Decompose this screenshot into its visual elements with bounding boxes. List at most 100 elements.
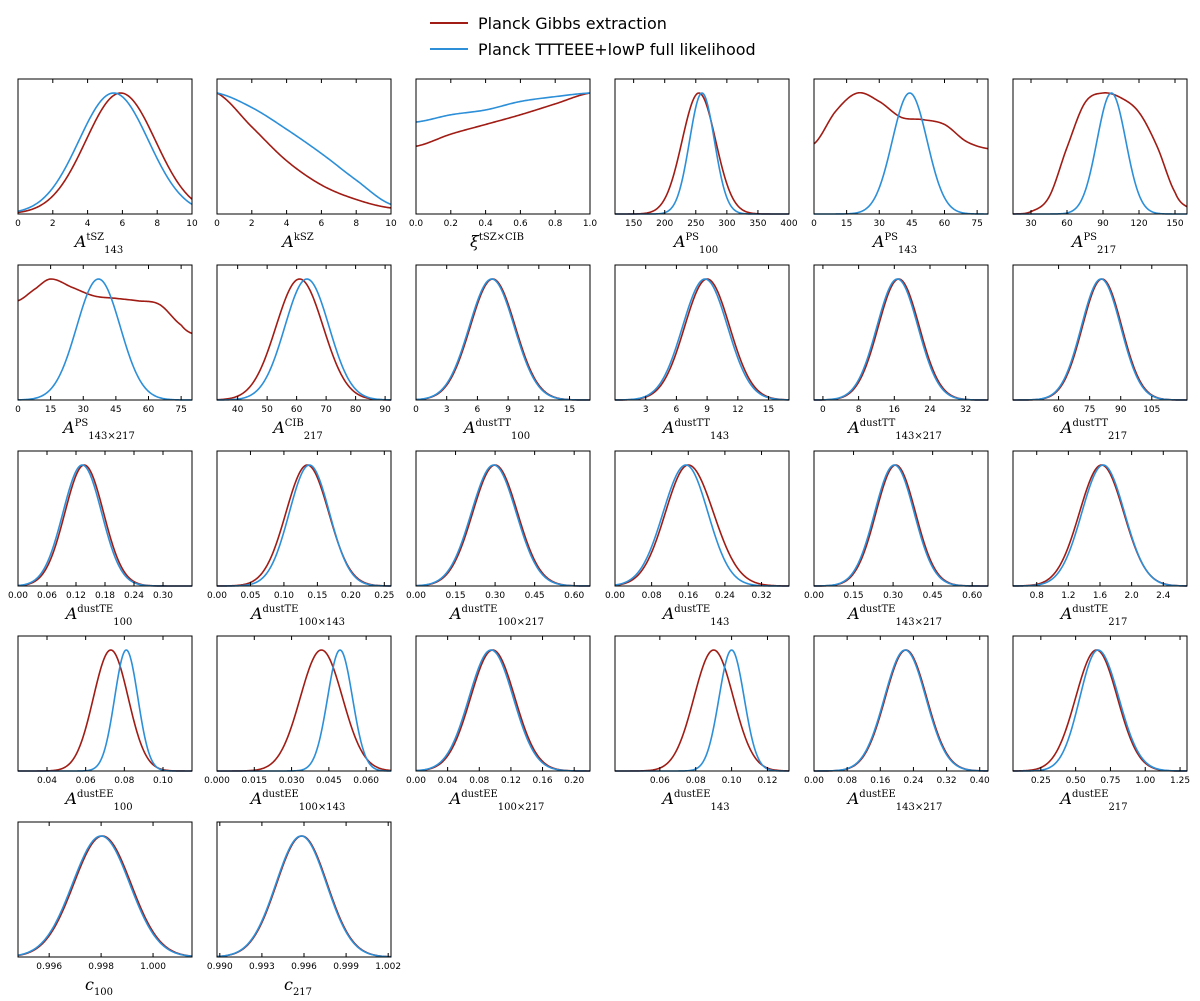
- x-tick-label: 0.00: [8, 591, 28, 601]
- x-tick-label: 0.16: [678, 591, 698, 601]
- plot-frame: [216, 78, 392, 215]
- x-tick-label: 0.0: [409, 219, 424, 229]
- axis-label: APS217: [1070, 232, 1116, 256]
- plot-frame: [1012, 264, 1188, 401]
- plot-frame: [17, 78, 193, 215]
- x-tick-label: 0.4: [478, 219, 493, 229]
- axis-label: AdustTT217: [1059, 418, 1127, 442]
- x-tick-label: 0.60: [962, 591, 982, 601]
- x-tick-label: 90: [379, 405, 391, 415]
- x-tick-label: 0.40: [970, 776, 990, 786]
- curve-full-likelihood: [1013, 464, 1188, 587]
- x-tick-label: 1.002: [375, 962, 401, 972]
- x-tick-label: 0.08: [686, 776, 706, 786]
- curve-full-likelihood: [216, 92, 392, 206]
- plot-frame: [813, 635, 989, 772]
- curve-full-likelihood: [17, 835, 193, 958]
- curve-full-likelihood: [415, 649, 590, 772]
- x-tick-label: 30: [1025, 219, 1037, 229]
- curve-gibbs: [18, 649, 192, 772]
- x-tick-label: 400: [780, 219, 797, 229]
- posterior-panel-a-ps-100: 150 200 250 300 350 400 APS100: [614, 78, 798, 256]
- legend-label-gibbs: Planck Gibbs extraction: [478, 13, 667, 33]
- x-tick-label: 0.75: [1100, 776, 1120, 786]
- curve-gibbs: [216, 835, 392, 958]
- curve-gibbs: [615, 92, 789, 215]
- x-tick-label: 0.996: [36, 962, 62, 972]
- plot-frame: [813, 450, 989, 587]
- curve-gibbs: [415, 464, 590, 587]
- x-tick-label: 16: [889, 405, 901, 415]
- legend-swatch-full-likelihood: [430, 48, 468, 50]
- posterior-panel-a-dustee-217: 0.25 0.50 0.75 1.00 1.25 AdustEE217: [1012, 635, 1190, 813]
- curve-full-likelihood: [813, 464, 988, 587]
- x-tick-label: 0.999: [333, 962, 359, 972]
- x-tick-label: 0.06: [650, 776, 670, 786]
- curve-full-likelihood: [17, 464, 192, 587]
- x-tick-label: 0.998: [88, 962, 114, 972]
- x-tick-label: 6: [120, 219, 126, 229]
- x-tick-label: 8: [856, 405, 862, 415]
- axis-label: ξtSZ×CIB: [470, 232, 524, 251]
- posterior-panel-a-dustte-100: 0.00 0.06 0.12 0.18 0.24 0.30 AdustTE100: [8, 450, 193, 628]
- curve-gibbs: [415, 92, 591, 148]
- axis-label: AdustEE217: [1058, 789, 1127, 813]
- x-tick-label: 0.04: [438, 776, 458, 786]
- curve-gibbs: [615, 278, 790, 401]
- x-tick-label: 0.25: [1031, 776, 1051, 786]
- x-tick-label: 0.08: [642, 591, 662, 601]
- x-tick-label: 4: [284, 219, 290, 229]
- x-tick-label: 0.06: [37, 591, 57, 601]
- posterior-panel-a-dusttt-217: 60 75 90 105 AdustTT217: [1012, 264, 1188, 442]
- x-tick-label: 0: [811, 219, 817, 229]
- x-tick-label: 30: [874, 219, 886, 229]
- x-tick-label: 15: [763, 405, 774, 415]
- x-tick-label: 0.16: [870, 776, 890, 786]
- axis-label: AdustEE100: [63, 789, 132, 813]
- x-tick-label: 0.000: [204, 776, 230, 786]
- curve-gibbs: [17, 92, 193, 214]
- x-tick-label: 60: [939, 219, 951, 229]
- x-tick-label: 250: [687, 219, 704, 229]
- x-tick-label: 0.996: [291, 962, 317, 972]
- posterior-panel-a-dustee-100-217: 0.00 0.04 0.08 0.12 0.16 0.20 AdustEE100×217: [406, 635, 591, 813]
- x-tick-label: 15: [564, 405, 575, 415]
- posterior-panel-a-ksz: 0 2 4 6 8 10 AkSZ: [214, 78, 397, 251]
- curve-gibbs: [216, 278, 392, 401]
- x-tick-label: 300: [718, 219, 735, 229]
- axis-label: APS100: [672, 232, 718, 256]
- x-tick-label: 0.12: [757, 776, 777, 786]
- posterior-panel-a-dustee-100: 0.04 0.06 0.08 0.10 AdustEE100: [17, 635, 193, 813]
- curve-full-likelihood: [217, 649, 392, 772]
- axis-label: AdustTE217: [1059, 604, 1128, 628]
- x-tick-label: 0.32: [752, 591, 772, 601]
- curve-gibbs: [614, 464, 790, 587]
- x-tick-label: 60: [1061, 219, 1073, 229]
- x-tick-label: 0.16: [533, 776, 553, 786]
- x-tick-label: 0.30: [883, 591, 903, 601]
- x-tick-label: 0.24: [124, 591, 144, 601]
- x-tick-label: 105: [1143, 405, 1160, 415]
- axis-label: APS143×217: [61, 418, 135, 442]
- posterior-panel-a-dusttt-143-217: 0 8 16 24 32 AdustTT143×217: [813, 264, 989, 442]
- x-tick-label: 75: [1084, 405, 1095, 415]
- axis-label: AdustTE143×217: [846, 604, 942, 628]
- x-tick-label: 120: [1130, 219, 1147, 229]
- curve-gibbs: [17, 835, 193, 957]
- x-tick-label: 0.05: [240, 591, 260, 601]
- x-tick-label: 75: [175, 405, 186, 415]
- x-tick-label: 1.2: [1061, 591, 1075, 601]
- axis-label: AtSZ143: [73, 232, 123, 256]
- x-tick-label: 6: [674, 405, 680, 415]
- axis-label: AdustTE100: [64, 604, 133, 628]
- x-tick-label: 0.10: [274, 591, 294, 601]
- x-tick-label: 0.18: [95, 591, 115, 601]
- axis-label: ACIB217: [271, 418, 323, 442]
- x-tick-label: 0.15: [307, 591, 327, 601]
- axis-label: AdustTT143: [661, 418, 729, 442]
- x-tick-label: 0.00: [207, 591, 227, 601]
- x-tick-label: 3: [643, 405, 649, 415]
- plot-frame: [216, 264, 392, 401]
- axis-label: c100: [85, 975, 113, 998]
- x-tick-label: 0.50: [1066, 776, 1086, 786]
